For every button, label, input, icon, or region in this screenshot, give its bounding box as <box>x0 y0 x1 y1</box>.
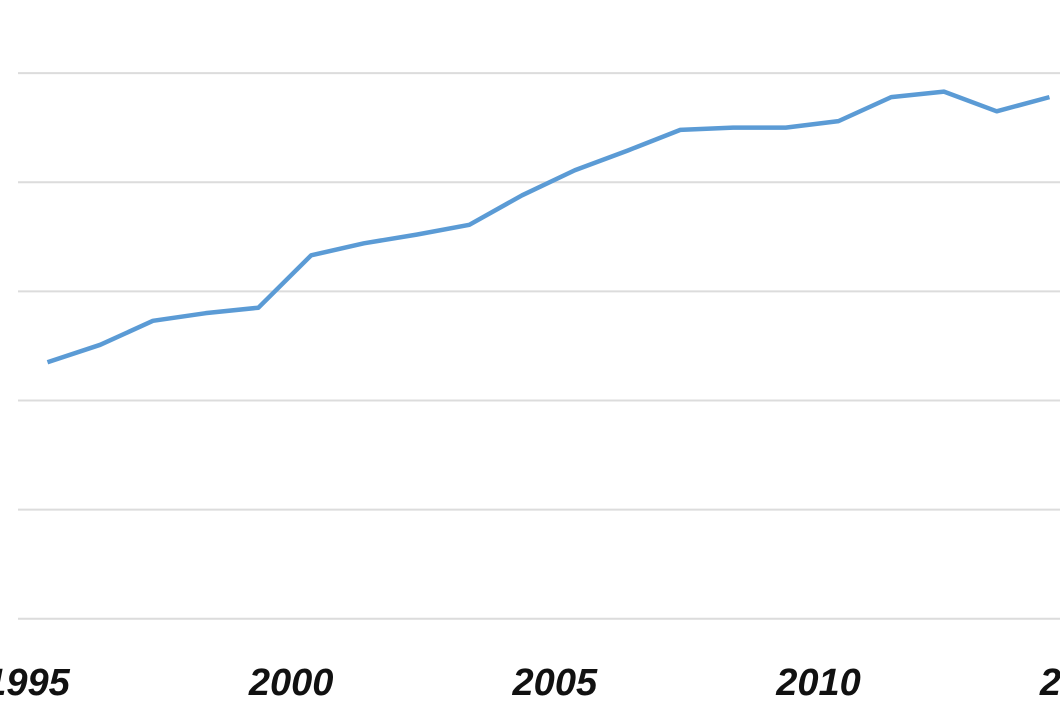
x-tick-label: 2015 <box>1039 662 1060 704</box>
x-tick-label: 2000 <box>248 662 334 704</box>
x-tick-label: 1995 <box>0 662 71 704</box>
x-tick-label: 2005 <box>512 662 598 704</box>
x-tick-label: 2010 <box>775 662 861 704</box>
data-line <box>46 89 1051 365</box>
